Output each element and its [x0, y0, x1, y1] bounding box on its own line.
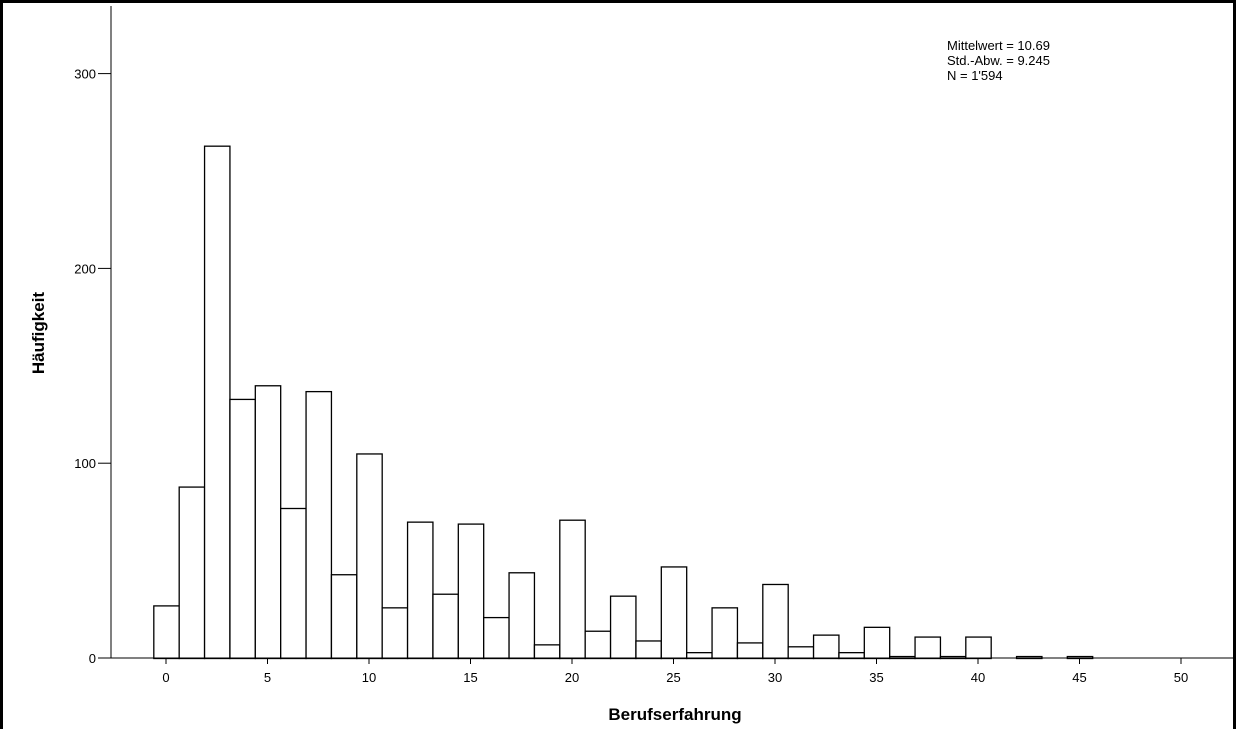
stat-mean: Mittelwert = 10.69 [947, 38, 1050, 53]
histogram-bar [432, 593, 459, 660]
histogram-bar [457, 523, 485, 660]
histogram-bar [406, 521, 434, 660]
x-tick-label: 50 [1174, 670, 1188, 685]
statistics-box: Mittelwert = 10.69 Std.-Abw. = 9.245 N =… [947, 38, 1050, 83]
histogram-bar [153, 605, 180, 660]
x-tick-label: 40 [971, 670, 985, 685]
x-tick-label: 25 [666, 670, 680, 685]
histogram-bar [305, 390, 333, 660]
x-axis-title: Berufserfahrung [608, 705, 741, 724]
histogram-bar [736, 642, 764, 660]
histogram-bar [559, 519, 586, 660]
x-tick-label: 35 [869, 670, 883, 685]
x-tick-label: 20 [565, 670, 579, 685]
histogram-bar [812, 634, 840, 660]
histogram-bar [533, 644, 561, 660]
histogram-bar [229, 398, 256, 660]
bars-group [153, 145, 1094, 660]
histogram-bar [609, 595, 637, 660]
x-tick-label: 30 [768, 670, 782, 685]
x-tick-label: 0 [162, 670, 169, 685]
x-tick-label: 15 [463, 670, 477, 685]
histogram-bar [635, 640, 662, 660]
stat-n: N = 1'594 [947, 68, 1003, 83]
y-ticks-group: 0 100 200 300 [74, 67, 111, 666]
histogram-bar [356, 453, 383, 660]
histogram-bar [787, 646, 815, 660]
x-tick-label: 10 [362, 670, 376, 685]
histogram-chart: 0 5 10 15 20 25 30 35 40 45 50 0 100 200 300 Berufser… [29, 6, 1236, 724]
histogram-bar [584, 630, 612, 660]
histogram-bar [965, 636, 992, 660]
histogram-bar [762, 583, 789, 660]
histogram-bar [254, 385, 282, 660]
y-tick-label: 300 [74, 67, 96, 82]
histogram-bar [711, 607, 739, 660]
x-ticks-group: 0 5 10 15 20 25 30 35 40 45 50 [162, 658, 1188, 685]
y-axis-title: Häufigkeit [29, 292, 48, 375]
histogram-bar [330, 574, 358, 660]
histogram-bar [660, 566, 688, 660]
x-tick-label: 5 [264, 670, 271, 685]
y-tick-label: 200 [74, 261, 96, 276]
histogram-bar [508, 572, 536, 660]
histogram-bar [280, 507, 307, 660]
histogram-bar [381, 607, 409, 660]
stat-stddev: Std.-Abw. = 9.245 [947, 53, 1050, 68]
histogram-bar [914, 636, 942, 660]
histogram-bar [483, 616, 510, 660]
histogram-bar [178, 486, 206, 660]
x-tick-label: 45 [1072, 670, 1086, 685]
histogram-bar [203, 145, 231, 660]
y-tick-label: 100 [74, 456, 96, 471]
histogram-bar [863, 626, 891, 660]
y-tick-label: 0 [89, 651, 96, 666]
